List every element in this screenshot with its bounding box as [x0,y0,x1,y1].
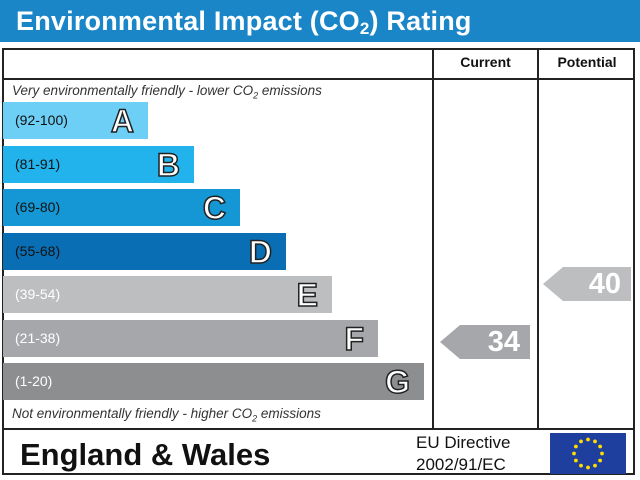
eu-star [573,444,578,449]
eu-star [586,437,590,442]
directive-line-1: EU Directive [416,433,511,452]
current-rating-arrow: 34 [440,325,530,359]
page-title: Environmental Impact (CO2) Rating [16,6,472,38]
band-letter-e: E [296,276,319,314]
band-a: (92-100) A [3,102,148,140]
title-bar: Environmental Impact (CO2) Rating [0,0,640,42]
eu-star [573,458,578,463]
potential-rating-arrow: 40 [543,266,631,301]
footer-divider [2,428,635,430]
bottom-note: Not environmentally friendly - higher CO… [12,406,321,424]
band-c: (69-80) C [3,189,240,227]
band-d: (55-68) D [3,232,286,271]
region-label: England & Wales [20,437,271,472]
band-f: (21-38) F [3,319,378,358]
eu-star [600,451,604,456]
band-letter-b: B [156,146,181,184]
band-letter-d: D [248,233,273,271]
top-note: Very environmentally friendly - lower CO… [12,83,322,101]
band-letter-f: F [344,320,365,358]
band-g: (1-20) G [3,363,424,401]
band-range-a: (92-100) [15,112,68,128]
eu-star [598,458,603,463]
eu-star [572,451,576,456]
band-range-g: (1-20) [15,373,53,389]
eu-star [593,439,597,444]
eu-flag-icon [550,433,626,474]
current-column-header: Current [460,54,511,70]
band-range-b: (81-91) [15,155,61,172]
band-letter-g: G [384,363,410,401]
eu-star [579,439,583,444]
column-divider-current [432,48,434,430]
eu-star [579,463,583,468]
potential-arrow-shape [543,266,631,301]
column-divider-potential [537,48,539,430]
header-divider [2,78,635,80]
band-e: (39-54) E [3,276,332,314]
band-range-c: (69-80) [15,199,61,215]
eu-star [586,465,590,470]
band-range-e: (39-54) [15,286,61,302]
eu-star [598,444,603,449]
band-range-d: (55-68) [15,242,61,259]
eu-flag-stars [572,437,604,470]
band-letter-a: A [110,102,135,140]
current-arrow-shape [440,325,530,359]
potential-column-header: Potential [557,54,617,70]
band-range-f: (21-38) [15,329,61,346]
eu-star [593,463,597,468]
potential-rating-value: 40 [588,267,621,300]
directive-line-2: 2002/91/EC [416,455,506,474]
band-b: (81-91) B [3,145,194,184]
current-rating-value: 34 [487,326,520,358]
band-letter-c: C [202,189,227,227]
